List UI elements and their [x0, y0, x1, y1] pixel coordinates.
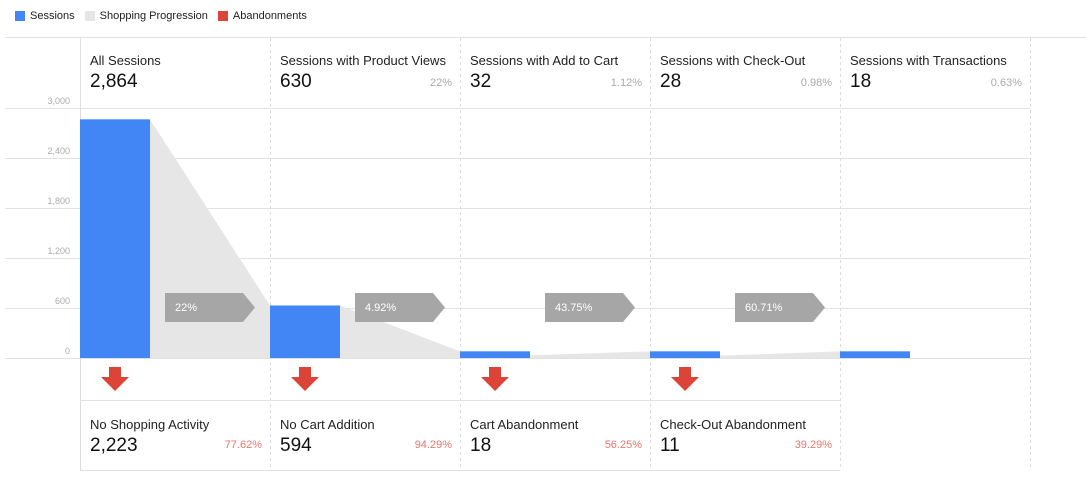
y-tick-label: 1,800	[47, 196, 70, 206]
stage-header-transactions[interactable]: Sessions with Transactions 18 0.63%	[840, 38, 1030, 108]
session-bar	[460, 351, 530, 358]
legend: Sessions Shopping Progression Abandonmen…	[15, 8, 317, 24]
y-tick-label: 2,400	[47, 146, 70, 156]
abandonment-no-shopping-activity[interactable]: No Shopping Activity 2,223 77.62%	[80, 400, 270, 471]
stage-pct: 0.63%	[990, 77, 1022, 89]
session-bar	[840, 351, 910, 358]
progression-arrow	[355, 293, 445, 322]
legend-label-shopping-progression: Shopping Progression	[99, 10, 208, 22]
progression-pct-label: 43.75%	[555, 302, 593, 314]
abandonment-name: No Shopping Activity	[90, 417, 210, 432]
stage-header-product-views[interactable]: Sessions with Product Views 630 22%	[270, 38, 460, 108]
legend-item-sessions[interactable]: Sessions	[15, 10, 75, 22]
abandonment-cart-abandonment[interactable]: Cart Abandonment 18 56.25%	[460, 400, 650, 471]
abandonment-no-cart-addition[interactable]: No Cart Addition 594 94.29%	[270, 400, 460, 471]
legend-item-shopping-progression[interactable]: Shopping Progression	[84, 10, 208, 22]
header-divider	[5, 37, 1086, 38]
progression-pct-label: 4.92%	[365, 302, 396, 314]
abandonment-pct: 77.62%	[224, 439, 262, 451]
stage-value: 18	[850, 71, 872, 92]
progression-arrow	[735, 293, 825, 322]
stage-value: 28	[660, 71, 682, 92]
abandonment-pct: 39.29%	[794, 439, 832, 451]
progression-arrow	[165, 293, 255, 322]
stage-pct: 0.98%	[800, 77, 832, 89]
legend-swatch-shopping-progression	[84, 11, 95, 21]
progression-area	[530, 351, 650, 358]
stage-name: Sessions with Product Views	[280, 53, 446, 68]
abandonment-value: 594	[280, 435, 312, 456]
abandonment-arrow-icon	[101, 367, 129, 391]
abandonment-pct: 94.29%	[414, 439, 452, 451]
progression-pct-label: 22%	[175, 302, 197, 314]
abandonment-name: Cart Abandonment	[470, 417, 579, 432]
abandonment-arrow-icon	[671, 367, 699, 391]
legend-swatch-abandonments	[217, 11, 228, 21]
progression-area	[150, 119, 270, 358]
abandonment-name: No Cart Addition	[280, 417, 375, 432]
progression-pct-label: 60.71%	[745, 302, 783, 314]
stage-pct: 22%	[429, 77, 452, 89]
abandonment-value: 11	[660, 435, 680, 456]
stage-name: Sessions with Check-Out	[660, 53, 806, 68]
legend-label-abandonments: Abandonments	[232, 10, 307, 22]
y-tick-label: 1,200	[47, 246, 70, 256]
progression-area	[720, 351, 840, 358]
abandonment-check-out-abandonment[interactable]: Check-Out Abandonment 11 39.29%	[650, 400, 840, 471]
stage-header-add-to-cart[interactable]: Sessions with Add to Cart 32 1.12%	[460, 38, 650, 108]
y-tick-label: 0	[65, 346, 70, 356]
legend-swatch-sessions	[15, 11, 25, 21]
stage-value: 32	[470, 71, 492, 92]
abandonment-name: Check-Out Abandonment	[660, 417, 806, 432]
abandonment-value: 2,223	[90, 435, 138, 456]
session-bar	[80, 119, 150, 358]
legend-label-sessions: Sessions	[30, 10, 75, 22]
session-bar	[270, 305, 340, 358]
stage-name: All Sessions	[90, 53, 161, 68]
abandonment-value: 18	[470, 435, 492, 456]
abandonment-pct: 56.25%	[604, 439, 642, 451]
stage-value: 2,864	[90, 71, 138, 92]
stage-name: Sessions with Add to Cart	[470, 53, 619, 68]
stage-name: Sessions with Transactions	[850, 53, 1007, 68]
legend-item-abandonments[interactable]: Abandonments	[217, 10, 307, 22]
y-tick-label: 3,000	[47, 96, 70, 106]
stage-header-all-sessions[interactable]: All Sessions 2,864	[80, 38, 270, 108]
session-bar	[650, 351, 720, 358]
y-tick-label: 600	[55, 296, 70, 306]
abandonment-arrow-icon	[481, 367, 509, 391]
abandonment-arrow-icon	[291, 367, 319, 391]
stage-header-check-out[interactable]: Sessions with Check-Out 28 0.98%	[650, 38, 840, 108]
stage-value: 630	[280, 71, 312, 92]
progression-arrow	[545, 293, 635, 322]
stage-pct: 1.12%	[610, 77, 642, 89]
